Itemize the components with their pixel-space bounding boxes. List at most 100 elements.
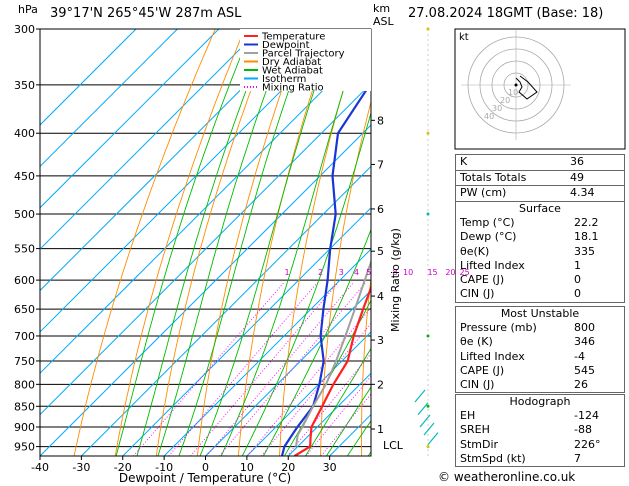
pressure-tick-label: 400 [14,127,35,140]
surface-row: CIN (J) 0 [456,287,624,301]
surface-row: CAPE (J) 0 [456,273,624,287]
surface-value: 18.1 [574,230,599,244]
mixing-ratio-label: 8 [393,268,398,277]
wind-barb [414,389,426,403]
mixing-ratio-label: 4 [354,268,359,277]
mixing-ratio-line [320,393,371,456]
height-tick-label: 2 [377,378,384,391]
hodo-value: -88 [574,423,592,437]
x-axis-label: Dewpoint / Temperature (°C) [119,471,291,485]
profile-lines [280,78,371,456]
height-tick-label: 8 [377,114,384,127]
mu-label: Lifted Index [460,349,525,363]
surface-label: Temp (°C) [460,216,515,229]
isotherm-line [40,29,178,168]
mu-row: CAPE (J) 545 [456,364,624,378]
mu-label: θe (K) [460,335,493,349]
copyright-footer: © weatheronline.co.uk [438,470,576,484]
surface-row: Dewp (°C) 18.1 [456,230,624,244]
hodo-label: StmSpd (kt) [460,451,526,465]
hodo-label: SREH [460,423,490,437]
hodo-value: 226° [574,437,601,451]
surface-label: Dewp (°C) [460,230,517,244]
isotherm-line [40,29,261,250]
surface-value: 0 [574,273,581,287]
wet-adiabat-line [136,29,271,456]
hodograph-ring-label: 30 [492,104,502,113]
mu-row: Pressure (mb) 800 [456,321,624,335]
isotherm-line [40,124,371,456]
index-label: K [455,154,566,171]
wind-profile [414,27,439,456]
height-tick-label: 3 [377,334,384,347]
dry-adiabat-line [279,29,363,456]
height-tick-label: 4 [377,290,384,303]
mu-row: θe (K) 346 [456,335,624,349]
isotherm-line [40,29,137,126]
wet-adiabat-line [178,29,311,456]
pressure-tick-label: 500 [14,208,35,221]
mixing-ratio-label: 15 [427,268,437,277]
hodograph-box-title: Hodograph [509,395,571,408]
mixing-ratio-line [286,352,371,456]
surface-row: Lifted Index 1 [456,259,624,273]
mixing-ratio-label: 1 [284,268,289,277]
mixing-ratio-label: 2 [318,268,323,277]
surface-label: CIN (J) [460,287,495,301]
isotherm-line [81,165,371,456]
hodo-row: StmDir 226° [456,438,624,452]
temperature-tick-label: -30 [72,461,90,474]
wet-adiabat-line [263,228,371,456]
wet-adiabat-line [199,29,336,456]
wet-adiabat-line [326,386,371,456]
pressure-axis: 300 350 400 450 500 550 600 650 700 750 800 850 900 9… [14,23,40,454]
hodo-label: EH [460,409,476,422]
index-row: Totals Totals 49 [455,169,625,186]
legend-label: Isotherm [262,74,306,85]
mixing-ratio-line [247,307,371,456]
temperature-tick-label: 0 [202,461,209,474]
dry-adiabat-line [361,274,371,456]
surface-row: θe(K) 335 [456,245,624,259]
isotherm-line [163,248,371,456]
index-value: 49 [566,169,625,186]
surface-label: CAPE (J) [460,273,505,287]
height-tick-label: 6 [377,203,384,216]
pressure-tick-label: 300 [14,23,35,36]
km-unit: km [373,2,391,15]
mixing-ratio-line [305,375,371,456]
isotherm-line [205,289,371,456]
most-unstable-box: Most Unstable Pressure (mb) 800 θe (K) 346… [455,306,625,394]
legend-label: Wet Adiabat [262,66,323,77]
mu-value: 346 [574,335,595,349]
hodograph-box: Hodograph EH -124 SREH -88 StmDir 226° StmS… [455,394,625,468]
isotherm-line [40,29,302,292]
pressure-tick-label: 800 [14,378,35,391]
wind-barb [427,432,439,446]
temperature-tick-label: -40 [31,461,49,474]
wind-level-marker [426,27,430,31]
temperature-tick-label: 30 [323,461,337,474]
wet-adiabat-line [305,347,371,456]
legend-label: Dry Adiabat [262,57,321,68]
profile-parcel-trajectory [295,259,371,447]
mu-label: CIN (J) [460,378,495,392]
background-lines [40,29,450,456]
surface-row: Temp (°C) 22.2 [456,216,624,230]
hodograph-storm-motion [514,83,518,87]
index-row: PW (cm) 4.34 [455,185,625,202]
mixing-ratio-label: 25 [460,268,470,277]
mixing-ratio-labels: 1 2 3 4 5 8 10 15 20 25 [284,268,469,277]
dry-adiabat-line [155,29,275,456]
wet-adiabat-line [220,29,364,456]
location-title: 39°17'N 265°45'W 287m ASL [50,6,242,21]
index-value: 4.34 [566,185,625,202]
dry-adiabat-line [196,29,304,456]
hodo-label: StmDir [460,437,499,451]
isotherm-line [40,29,220,209]
wind-barb [419,414,431,428]
height-tick-label: 5 [377,245,384,258]
mu-label: CAPE (J) [460,363,505,377]
dry-adiabat-line [401,29,450,456]
mixing-ratio-line [219,282,366,456]
